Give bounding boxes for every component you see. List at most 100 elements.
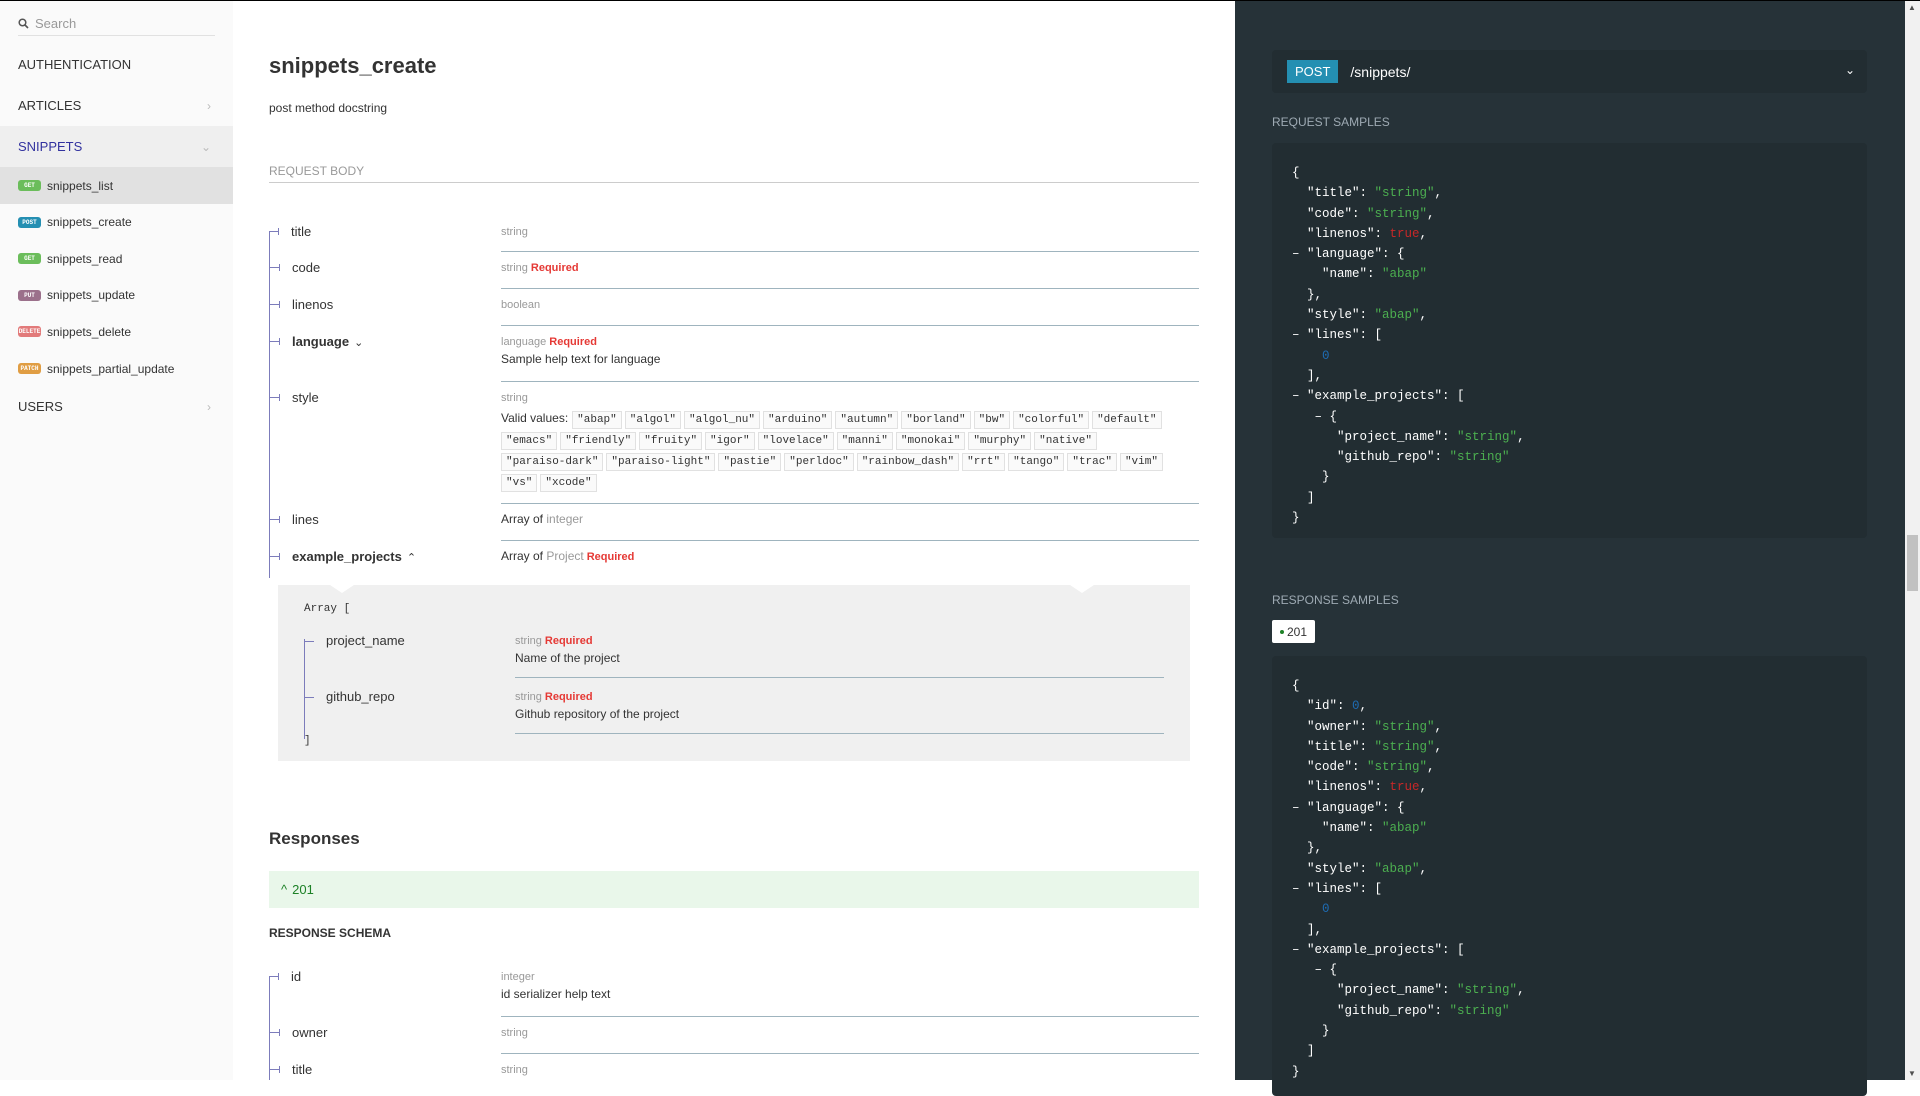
field-name[interactable]: example_projects ⌃: [269, 541, 501, 578]
field-info: Array of integer: [501, 504, 1199, 541]
code-indent[interactable]: –: [1292, 247, 1308, 262]
enum-value: "default": [1092, 411, 1162, 429]
code-line: }: [1292, 467, 1867, 487]
required-badge: Required: [530, 262, 579, 274]
enum-value: "algol_nu": [683, 411, 760, 429]
scrollbar-thumb[interactable]: [1907, 535, 1918, 591]
sidebar-section-users[interactable]: USERS ›: [0, 386, 233, 427]
sidebar-section-articles[interactable]: ARTICLES ›: [0, 85, 233, 126]
response-tab-201[interactable]: 201: [1272, 620, 1315, 643]
tree-branch: [269, 228, 279, 235]
code-key: "example_projects":: [1307, 942, 1458, 957]
enum-value: "rainbow_dash": [856, 453, 960, 471]
sidebar-item-snippets_delete[interactable]: DELETE snippets_delete: [0, 313, 233, 350]
code-punct: ,: [1427, 206, 1435, 221]
code-punct: {: [1292, 166, 1300, 180]
field-row-code: code string Required: [269, 252, 1199, 289]
code-indent[interactable]: –: [1292, 328, 1308, 343]
sidebar-section-authentication[interactable]: AUTHENTICATION: [0, 44, 233, 85]
sidebar-item-label: snippets_create: [47, 215, 132, 230]
code-line: ]: [1292, 488, 1867, 508]
code-key: "style":: [1307, 861, 1375, 876]
enum-value: "bw": [973, 411, 1011, 429]
responses-heading: Responses: [269, 829, 360, 848]
tree-branch: [269, 973, 279, 980]
code-indent: [1292, 288, 1307, 302]
enum-value: "tango": [1008, 453, 1065, 471]
enum-value: "xcode": [540, 474, 597, 492]
sidebar-item-snippets_create[interactable]: POST snippets_create: [0, 204, 233, 241]
tree-branch: [270, 1066, 280, 1073]
field-row-owner: owner string: [269, 1017, 1199, 1054]
sidebar-item-snippets_list[interactable]: GET snippets_list: [0, 167, 233, 204]
code-value: "abap": [1374, 861, 1420, 876]
code-key: "name":: [1322, 267, 1383, 282]
chevron-down-icon[interactable]: ⌄: [354, 337, 364, 349]
code-line: "title": "string",: [1292, 183, 1867, 203]
code-indent[interactable]: –: [1292, 942, 1308, 957]
code-value: "abap": [1382, 267, 1428, 282]
field-name[interactable]: language ⌄: [269, 326, 501, 382]
response-201-toggle[interactable]: ^ 201: [269, 871, 1199, 908]
field-info: string Required Github repository of the p…: [515, 689, 1164, 734]
field-info: string: [501, 1017, 1199, 1054]
code-indent[interactable]: –: [1292, 409, 1330, 424]
code-indent: [1292, 227, 1307, 241]
field-row-style: style string Valid values: "abap" "algol" "al…: [269, 382, 1199, 504]
sidebar-item-snippets_read[interactable]: GET snippets_read: [0, 240, 233, 277]
code-key: "style":: [1307, 308, 1375, 323]
field-type: string: [501, 226, 528, 238]
code-value: "string": [1457, 983, 1518, 998]
code-value: "string": [1374, 739, 1435, 754]
field-row-example_projects: example_projects ⌃ Array of Project Require…: [269, 541, 1199, 578]
code-value: {: [1397, 800, 1405, 815]
code-value: "string": [1374, 719, 1435, 734]
code-indent[interactable]: –: [1292, 881, 1308, 896]
code-key: "lines":: [1307, 328, 1375, 343]
code-indent: [1292, 902, 1322, 916]
scrollbar[interactable]: ▲ ▼: [1905, 1, 1920, 1080]
code-indent[interactable]: –: [1292, 963, 1330, 978]
enum-value: "paraiso-light": [606, 453, 716, 471]
code-line: "style": "abap",: [1292, 305, 1867, 325]
field-type: Project: [546, 549, 584, 563]
sidebar-item-snippets_partial_update[interactable]: PATCH snippets_partial_update: [0, 350, 233, 387]
enum-value: "borland": [901, 411, 971, 429]
code-punct: ,: [1419, 226, 1428, 241]
sidebar-item-snippets_update[interactable]: PUT snippets_update: [0, 277, 233, 314]
code-punct: ,: [1419, 308, 1428, 323]
field-type: string: [501, 392, 528, 404]
code-indent[interactable]: –: [1292, 389, 1308, 404]
code-punct: ,: [1359, 699, 1368, 714]
scroll-up-icon[interactable]: ▲: [1908, 3, 1916, 12]
field-type: string: [501, 262, 528, 274]
code-punct: ],: [1307, 922, 1323, 937]
sidebar-section-snippets[interactable]: SNIPPETS ⌄: [0, 126, 233, 167]
valid-values-label: Valid values:: [501, 411, 569, 425]
code-line: "id": 0,: [1292, 696, 1867, 716]
code-value: [: [1374, 328, 1383, 343]
search-icon: [18, 17, 29, 29]
field-row-lines: lines Array of integer: [269, 504, 1199, 541]
search-box[interactable]: [18, 11, 215, 36]
code-key: "language":: [1307, 247, 1398, 262]
scroll-down-icon[interactable]: ▼: [1908, 1069, 1916, 1078]
window-top-border: [0, 0, 1920, 1]
code-indent: [1292, 780, 1307, 794]
code-line: – "language": {: [1292, 244, 1867, 264]
endpoint-selector[interactable]: POST /snippets/ ⌄: [1272, 50, 1867, 93]
enum-value: "perldoc": [784, 453, 854, 471]
field-info: integer id serializer help text: [501, 961, 1199, 1017]
tree-branch: [270, 264, 280, 271]
chevron-up-icon[interactable]: ⌃: [406, 552, 417, 564]
code-line: "owner": "string",: [1292, 717, 1867, 737]
code-indent[interactable]: –: [1292, 800, 1308, 815]
field-name: title: [269, 216, 501, 252]
code-line: – "example_projects": [: [1292, 386, 1867, 406]
code-punct: ]: [1307, 490, 1315, 505]
search-input[interactable]: [35, 15, 205, 31]
code-line: – "example_projects": [: [1292, 940, 1867, 960]
code-punct: ],: [1307, 368, 1323, 383]
code-indent: [1292, 740, 1307, 754]
code-indent: [1292, 470, 1322, 484]
